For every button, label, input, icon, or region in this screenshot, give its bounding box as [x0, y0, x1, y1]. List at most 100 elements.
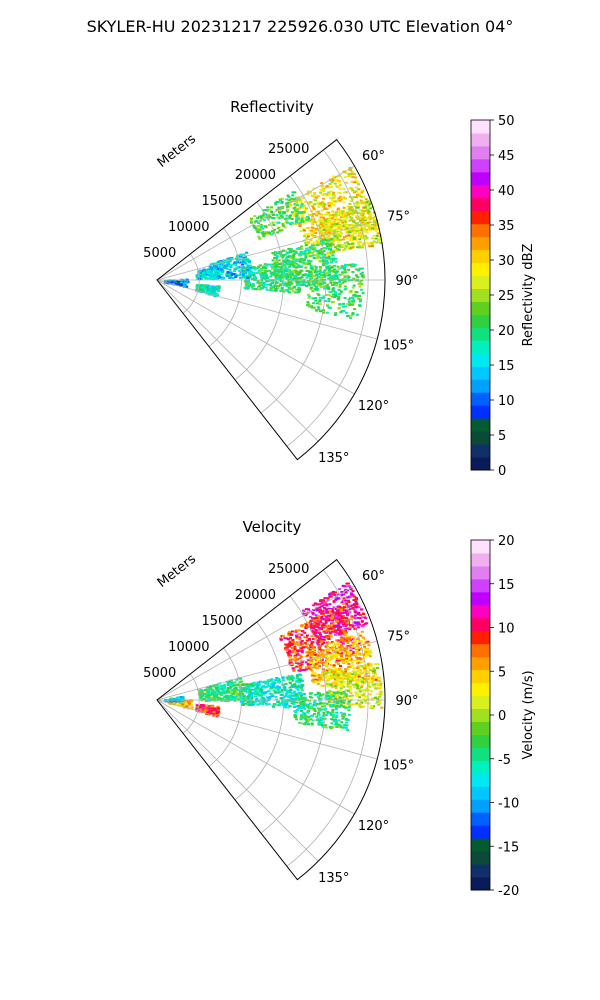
echo-gate [330, 185, 334, 188]
echo-gate [329, 197, 333, 200]
echo-gate [309, 220, 313, 223]
echo-gate [303, 283, 306, 286]
echo-gate [343, 297, 347, 299]
echo-gate [291, 667, 295, 670]
echo-gate [290, 218, 294, 220]
echo-gate [338, 681, 342, 684]
echo-gate [329, 233, 333, 236]
echo-gate [250, 683, 254, 686]
echo-gate [342, 191, 346, 194]
echo-gate [315, 674, 319, 677]
echo-gate [286, 638, 290, 641]
colorbar-swatch [471, 145, 490, 160]
echo-gate [368, 203, 372, 205]
echo-gate [233, 270, 236, 272]
echo-gate [308, 648, 312, 651]
echo-gate [266, 277, 270, 280]
azimuth-tick-label: 75° [387, 209, 410, 224]
echo-gate [359, 690, 363, 693]
echo-gate [284, 694, 288, 697]
echo-gate [371, 677, 374, 680]
echo-gate [340, 265, 344, 268]
echo-gate [361, 276, 365, 279]
echo-gate [368, 220, 372, 223]
echo-gate [321, 605, 325, 608]
echo-gate [167, 279, 171, 282]
echo-gate [171, 280, 175, 283]
echo-gate [311, 218, 314, 221]
echo-gate [274, 251, 278, 254]
echo-gate [292, 264, 296, 267]
echo-gate [304, 614, 308, 617]
echo-gate [262, 701, 266, 704]
echo-gate [322, 638, 326, 641]
echo-gate [326, 684, 330, 687]
echo-gate [356, 622, 360, 625]
echo-gate [368, 217, 372, 220]
echo-gate [204, 688, 208, 691]
echo-gate [351, 670, 355, 673]
echo-gate [363, 202, 367, 205]
echo-gate [317, 276, 321, 279]
echo-gate [310, 635, 314, 638]
echo-gate [332, 213, 336, 216]
echo-gate [257, 235, 261, 238]
echo-gate [335, 682, 339, 685]
echo-gate [307, 282, 311, 284]
echo-gate [364, 695, 368, 698]
echo-gate [336, 609, 340, 612]
echo-gate [322, 311, 326, 314]
echo-gate [279, 214, 283, 217]
echo-gate [302, 259, 306, 262]
echo-gate [324, 603, 328, 606]
echo-gate [298, 277, 302, 280]
echo-gate [335, 624, 339, 627]
echo-gate [330, 624, 334, 626]
echo-gate [334, 655, 338, 658]
echo-gate [233, 262, 237, 264]
echo-gate [330, 181, 334, 183]
echo-gate [304, 217, 308, 219]
echo-gate [340, 615, 344, 618]
echo-gate [363, 678, 367, 680]
echo-gate [348, 654, 352, 657]
echo-gate [296, 674, 300, 676]
echo-gate [331, 682, 335, 685]
colorbar-swatch [471, 366, 490, 380]
echo-gate [356, 223, 360, 226]
echo-gate [330, 608, 334, 611]
echo-gate [350, 593, 353, 596]
echo-gate [201, 290, 205, 293]
echo-gate [335, 676, 339, 679]
echo-gate [326, 653, 330, 656]
echo-gate [358, 241, 362, 244]
echo-gate [279, 262, 283, 265]
echo-gate [306, 654, 310, 657]
echo-gate [292, 676, 296, 679]
echo-gate [290, 283, 294, 286]
echo-gate [271, 705, 275, 708]
echo-gate [199, 694, 203, 697]
echo-gate [330, 216, 334, 219]
echo-gate [325, 284, 329, 287]
echo-gate [228, 268, 232, 271]
echo-gate [333, 294, 337, 296]
echo-gate [298, 198, 302, 201]
echo-gate [311, 254, 315, 257]
echo-gate [358, 217, 362, 220]
echo-gate [285, 217, 288, 220]
echo-gate [317, 308, 321, 311]
echo-gate [347, 666, 350, 669]
echo-gate [255, 228, 259, 231]
echo-gate [312, 608, 316, 611]
colorbar-tick-label: 5 [498, 429, 506, 444]
echo-gate [373, 221, 377, 224]
echo-gate [329, 275, 333, 278]
echo-gate [289, 248, 293, 251]
echo-gate [353, 611, 357, 614]
echo-gate [365, 224, 369, 227]
echo-gate [310, 643, 314, 645]
echo-gate [251, 287, 255, 290]
echo-gate [213, 691, 217, 694]
echo-gate [259, 689, 263, 691]
